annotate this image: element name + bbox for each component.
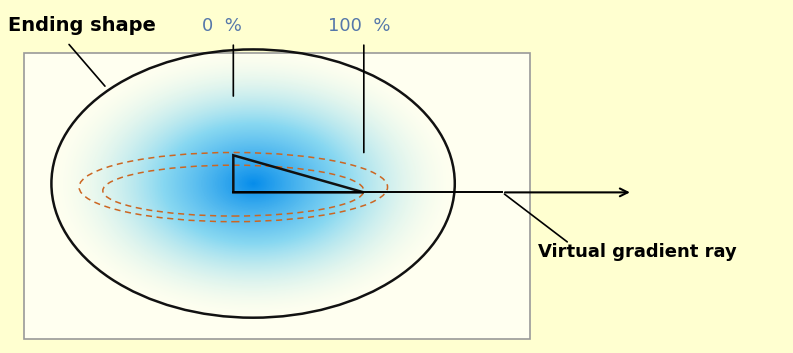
Text: Virtual gradient ray: Virtual gradient ray [538,243,737,261]
FancyBboxPatch shape [24,53,530,339]
Text: Ending shape: Ending shape [8,16,155,35]
Text: 0  %: 0 % [201,17,242,35]
Text: 100  %: 100 % [328,17,391,35]
